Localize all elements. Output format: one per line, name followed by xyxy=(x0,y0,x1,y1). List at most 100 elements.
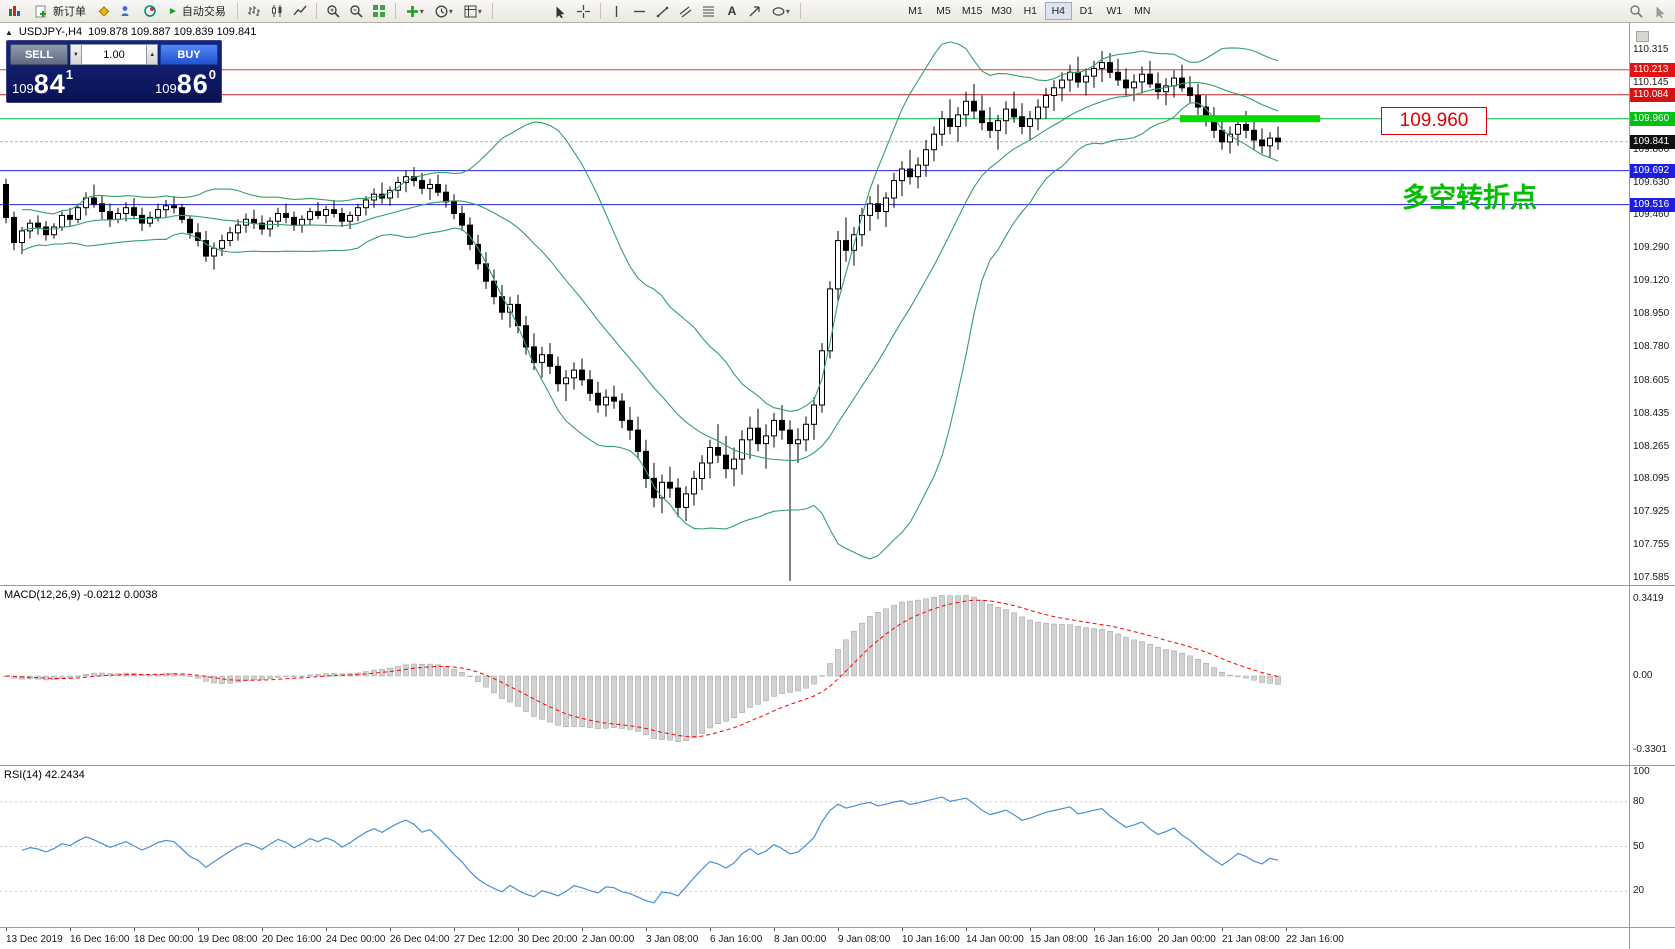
crosshair-tool-icon[interactable] xyxy=(573,1,595,21)
timeframe-button-h4[interactable]: H4 xyxy=(1044,2,1072,20)
time-axis-label: 30 Dec 20:00 xyxy=(518,934,578,945)
market-watch-icon[interactable] xyxy=(93,1,115,21)
text-tool-icon[interactable]: A xyxy=(721,1,743,21)
volume-increase-button[interactable]: ▲ xyxy=(146,44,158,65)
time-axis-tick xyxy=(774,928,775,931)
rsi-axis-label: 50 xyxy=(1633,841,1645,852)
rsi-canvas[interactable] xyxy=(0,766,1629,927)
play-icon: ► xyxy=(168,5,178,17)
horizontal-line-tool-icon[interactable] xyxy=(629,1,651,21)
timeframe-button-h1[interactable]: H1 xyxy=(1017,2,1044,20)
rsi-pane[interactable]: RSI(14) 42.2434 xyxy=(0,765,1629,927)
timeframe-button-m30[interactable]: M30 xyxy=(987,2,1015,20)
main-price-pane[interactable]: ▲ USDJPY-,H4 109.878 109.887 109.839 109… xyxy=(0,23,1629,585)
navigator-icon[interactable] xyxy=(139,1,161,21)
new-chart-icon[interactable] xyxy=(4,1,26,21)
zoom-out-icon[interactable] xyxy=(345,1,367,21)
time-axis-label: 3 Jan 08:00 xyxy=(646,934,699,945)
toolbar-separator xyxy=(599,3,601,19)
indicators-button[interactable]: ▾ xyxy=(401,1,429,21)
trendline-tool-icon[interactable] xyxy=(652,1,674,21)
search-icon[interactable] xyxy=(1625,1,1647,21)
timeframe-button-m5[interactable]: M5 xyxy=(930,2,957,20)
vertical-line-tool-icon[interactable] xyxy=(606,1,628,21)
time-axis-tick xyxy=(902,928,903,931)
auto-trading-button[interactable]: ► 自动交易 xyxy=(162,1,232,21)
sell-button[interactable]: SELL xyxy=(10,44,68,65)
price-axis-label: 108.605 xyxy=(1633,375,1670,386)
fibonacci-tool-icon[interactable] xyxy=(698,1,720,21)
timeframe-button-d1[interactable]: D1 xyxy=(1073,2,1100,20)
time-axis-tick xyxy=(6,928,7,931)
time-axis-label: 20 Dec 16:00 xyxy=(262,934,322,945)
time-axis-label: 20 Jan 00:00 xyxy=(1158,934,1216,945)
time-axis-tick xyxy=(1222,928,1223,931)
price-axis[interactable]: 110.315 110.145 109.800 109.630 109.460 109.2… xyxy=(1629,23,1675,949)
buy-price-sup: 0 xyxy=(208,67,216,82)
cursor-tool-icon[interactable] xyxy=(550,1,572,21)
tile-windows-icon[interactable] xyxy=(368,1,390,21)
chart-title: ▲ USDJPY-,H4 109.878 109.887 109.839 109… xyxy=(5,26,256,38)
current-price-tag: 109.841 xyxy=(1630,135,1675,149)
price-axis-label: 110.315 xyxy=(1633,44,1669,55)
rsi-axis-label: 20 xyxy=(1633,885,1645,896)
bar-chart-icon[interactable] xyxy=(243,1,265,21)
templates-button[interactable]: ▾ xyxy=(459,1,487,21)
volume-control: ▼ ▲ xyxy=(70,44,158,65)
main-toolbar: 新订单 ► 自动交易 ▾ ▾ ▾ xyxy=(0,0,1675,23)
price-annotation-box[interactable]: 109.960 xyxy=(1381,107,1487,135)
periods-button[interactable]: ▾ xyxy=(430,1,458,21)
chevron-down-icon: ▾ xyxy=(448,6,453,16)
macd-pane[interactable]: MACD(12,26,9) -0.0212 0.0038 xyxy=(0,585,1629,765)
arrows-tool-icon[interactable] xyxy=(744,1,766,21)
volume-decrease-button[interactable]: ▼ xyxy=(70,44,82,65)
timeframe-button-m15[interactable]: M15 xyxy=(958,2,986,20)
one-click-trading-panel: SELL ▼ ▲ BUY 109841 109860 xyxy=(6,40,222,103)
sell-price-sup: 1 xyxy=(65,67,73,82)
price-axis-tag: 110.213 xyxy=(1630,63,1675,77)
time-axis-label: 9 Jan 08:00 xyxy=(838,934,891,945)
axis-scroll-button[interactable] xyxy=(1636,31,1649,42)
channel-tool-icon[interactable] xyxy=(675,1,697,21)
candlestick-icon[interactable] xyxy=(266,1,288,21)
price-axis-label: 108.780 xyxy=(1633,341,1670,352)
time-axis-tick xyxy=(70,928,71,931)
timeframe-button-m1[interactable]: M1 xyxy=(902,2,929,20)
volume-input[interactable] xyxy=(81,44,147,65)
price-axis-tag: 109.692 xyxy=(1630,164,1675,178)
time-axis-tick xyxy=(1030,928,1031,931)
time-axis-tick xyxy=(1094,928,1095,931)
time-axis-tick xyxy=(198,928,199,931)
main-chart-canvas[interactable] xyxy=(0,23,1629,585)
macd-canvas[interactable] xyxy=(0,586,1629,765)
timeframe-button-w1[interactable]: W1 xyxy=(1101,2,1128,20)
time-axis-tick xyxy=(326,928,327,931)
price-axis-label: 109.800 xyxy=(1633,144,1670,155)
turning-point-label[interactable]: 多空转折点 xyxy=(1402,183,1537,213)
sell-price[interactable]: 109841 xyxy=(12,67,73,99)
chart-ohlc-quotes: 109.878 109.887 109.839 109.841 xyxy=(88,26,257,38)
macd-label: MACD(12,26,9) -0.0212 0.0038 xyxy=(4,589,158,601)
timeframe-button-mn[interactable]: MN xyxy=(1129,2,1156,20)
time-axis-tick xyxy=(646,928,647,931)
time-axis[interactable]: 13 Dec 2019 16 Dec 16:00 18 Dec 00:00 19 De… xyxy=(0,927,1629,949)
price-axis-label: 108.095 xyxy=(1633,473,1670,484)
axis-separator xyxy=(1630,585,1675,586)
time-axis-tick xyxy=(966,928,967,931)
price-axis-label: 110.145 xyxy=(1633,77,1669,88)
buy-button[interactable]: BUY xyxy=(160,44,218,65)
one-click-toggle[interactable]: ▲ xyxy=(5,27,13,37)
shapes-tool-button[interactable]: ▾ xyxy=(767,1,795,21)
axis-separator xyxy=(1630,927,1675,928)
data-window-icon[interactable] xyxy=(116,1,138,21)
zoom-in-icon[interactable] xyxy=(322,1,344,21)
new-order-button[interactable]: 新订单 xyxy=(27,1,92,21)
macd-axis-label: 0.00 xyxy=(1633,670,1653,681)
buy-price[interactable]: 109860 xyxy=(155,67,216,99)
time-axis-tick xyxy=(134,928,135,931)
line-chart-icon[interactable] xyxy=(289,1,311,21)
rsi-axis-label: 100 xyxy=(1633,766,1650,777)
toolbar-separator xyxy=(315,3,317,19)
pointer-icon[interactable] xyxy=(1649,1,1671,21)
time-axis-label: 24 Dec 00:00 xyxy=(326,934,386,945)
